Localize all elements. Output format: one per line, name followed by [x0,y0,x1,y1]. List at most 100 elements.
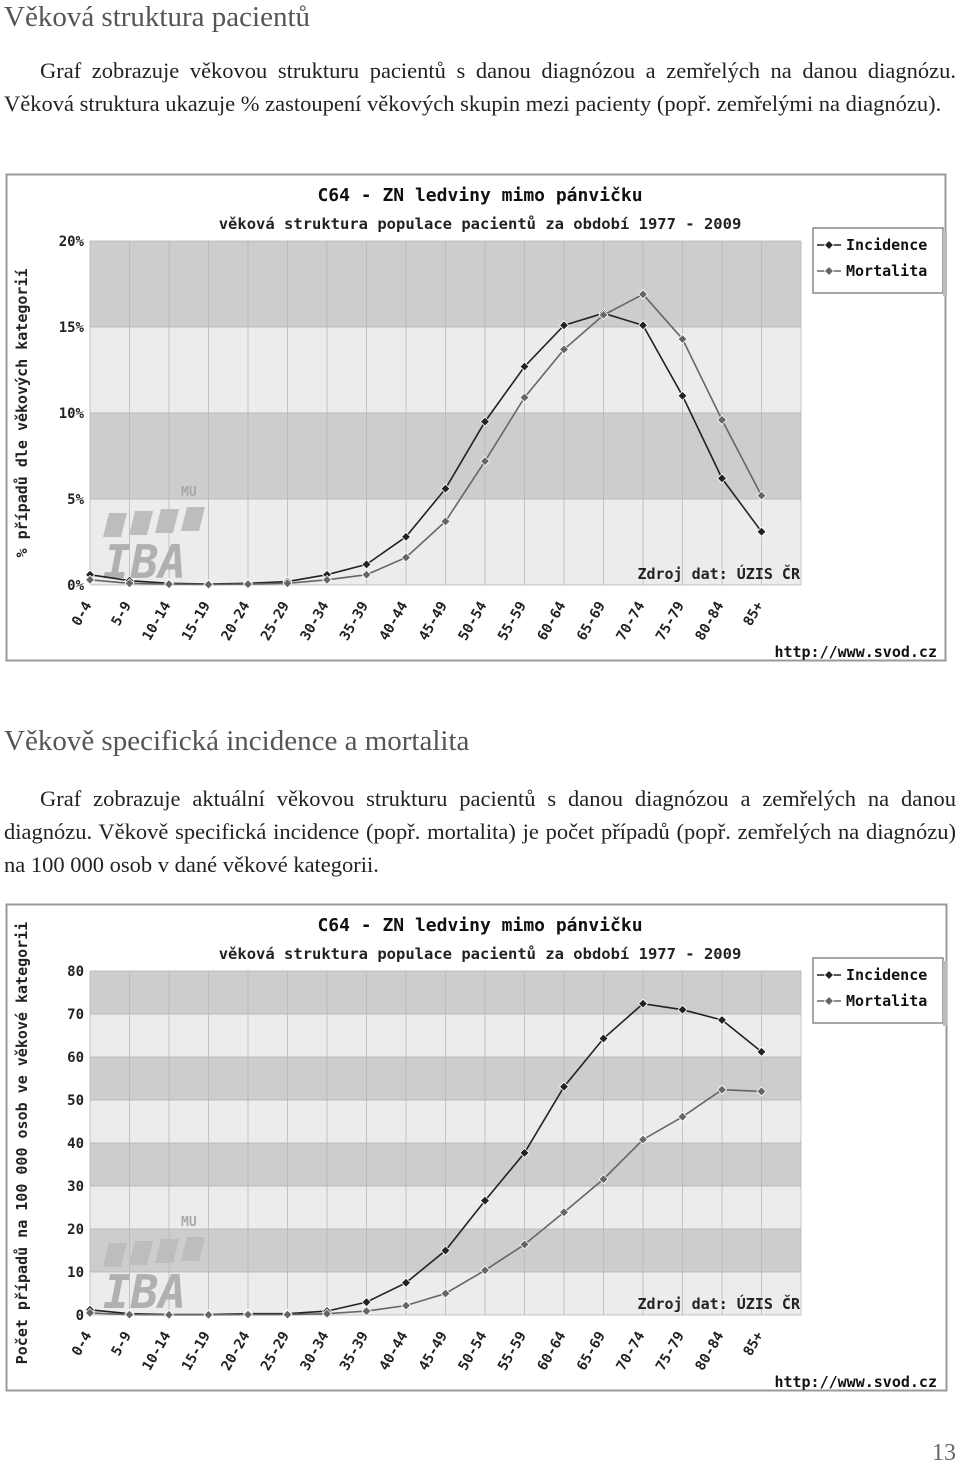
source-label: Zdroj dat: ÚZIS ČR [637,564,801,583]
legend-box [812,227,944,294]
data-point-mortalita [637,289,649,300]
data-point-mortalita [321,1308,333,1319]
data-point-mortalita [282,1309,293,1320]
data-point-mortalita [400,1300,412,1311]
data-point-incidence [716,473,728,484]
section-text-age-structure: Graf zobrazuje věkovou strukturu pacient… [4,58,956,116]
data-point-mortalita [361,569,372,580]
data-point-incidence [558,320,570,331]
data-point-mortalita [242,1309,254,1320]
data-point-mortalita [84,574,96,585]
data-point-incidence [677,1004,688,1015]
data-point-incidence [361,559,372,570]
data-point-mortalita [677,333,688,345]
legend-marker [823,995,835,1007]
data-point-mortalita [440,516,451,527]
legend-label-mortalita: Mortalita [846,262,927,280]
chart-title: C64 - ZN ledviny mimo pánvičku [317,915,642,936]
data-point-mortalita [479,456,491,467]
y-axis-label: % případů dle věkových kategorií [13,269,31,558]
legend-marker [823,265,835,277]
y-tick-label: 50 [67,1093,84,1109]
y-tick-label: 70 [67,1007,84,1023]
logo-bar [103,1243,127,1267]
data-point-incidence [479,1195,491,1206]
y-tick-label: 80 [67,964,84,980]
y-tick-label: 10% [59,406,85,422]
data-point-mortalita [479,1265,491,1276]
data-point-mortalita [716,1084,728,1095]
logo-big-text: IBA [103,1265,186,1319]
legend-marker [823,239,835,251]
source-url: http://www.svod.cz [774,1373,937,1391]
section-text-age-specific: Graf zobrazuje aktuální věkovou struktur… [4,786,956,877]
logo-small-text: MU [181,1215,197,1230]
logo-bar [181,507,205,531]
y-tick-label: 40 [67,1136,84,1152]
data-point-incidence [400,531,412,542]
series-mortalita [84,289,767,590]
data-point-incidence [756,1046,767,1057]
data-point-mortalita [598,1174,609,1185]
data-point-incidence [637,998,649,1009]
data-point-mortalita [519,1239,530,1250]
data-point-mortalita [558,1207,570,1218]
logo-small-text: MU [181,485,197,500]
series-mortalita [84,1084,767,1320]
y-tick-label: 5% [67,492,84,508]
source-url: http://www.svod.cz [774,643,937,661]
data-point-incidence [558,1081,570,1092]
y-tick-label: 20 [67,1222,84,1238]
legend-box [812,957,944,1024]
y-tick-label: 60 [67,1050,84,1066]
legend-label-incidence: Incidence [846,236,927,254]
iba-logo: MU IBA [103,485,205,589]
data-point-mortalita [519,392,530,403]
age-structure-chart: MU IBA C64 - ZN ledviny mimo pánvičku věkov… [5,173,947,662]
data-point-incidence [598,1033,609,1044]
section-title-age-specific: Věkově specifická incidence a mortalita [4,725,470,757]
legend-shadow [943,231,947,296]
legend-shadow [943,961,947,1026]
data-point-mortalita [361,1306,372,1317]
data-point-mortalita [321,574,333,585]
series-line-mortalita [89,293,763,586]
data-point-mortalita [163,1309,175,1320]
y-tick-label: 15% [59,320,85,336]
data-point-mortalita [203,1309,214,1320]
legend-marker [823,969,835,981]
data-point-mortalita [400,552,412,563]
data-point-incidence [440,483,451,494]
data-point-incidence [479,416,491,427]
data-point-incidence [756,526,767,537]
data-point-incidence [519,361,530,372]
logo-bar [181,1237,205,1261]
iba-logo: MU IBA [103,1215,205,1319]
data-point-mortalita [242,579,254,590]
data-point-mortalita [716,414,728,425]
chart-subtitle: věková struktura populace pacientů za ob… [219,944,742,963]
data-point-mortalita [124,1309,135,1320]
y-tick-label: 30 [67,1179,84,1195]
data-point-mortalita [163,579,175,590]
data-point-incidence [677,390,688,401]
data-point-mortalita [558,344,570,355]
logo-bar [129,511,153,535]
chart-subtitle: věková struktura populace pacientů za ob… [219,214,742,233]
data-point-incidence [519,1147,530,1158]
y-axis-label: Počet případů na 100 000 osob ve věkové … [13,922,31,1365]
chart-title: C64 - ZN ledviny mimo pánvičku [317,185,642,206]
data-point-mortalita [677,1111,688,1122]
age-specific-rate-chart: MU IBA C64 - ZN ledviny mimo pánvičku věkov… [5,903,948,1392]
data-point-incidence [400,1277,412,1288]
y-tick-label: 0% [67,578,84,594]
series-line-mortalita [89,1088,762,1316]
logo-big-text: IBA [103,535,186,589]
y-tick-label: 0 [76,1308,84,1324]
legend: Incidence Mortalita [812,227,947,296]
section-title-age-structure: Věková struktura pacientů [4,1,311,33]
data-point-mortalita [203,579,214,590]
data-point-incidence [440,1245,451,1256]
data-point-incidence [637,320,649,331]
legend-label-mortalita: Mortalita [846,992,927,1010]
